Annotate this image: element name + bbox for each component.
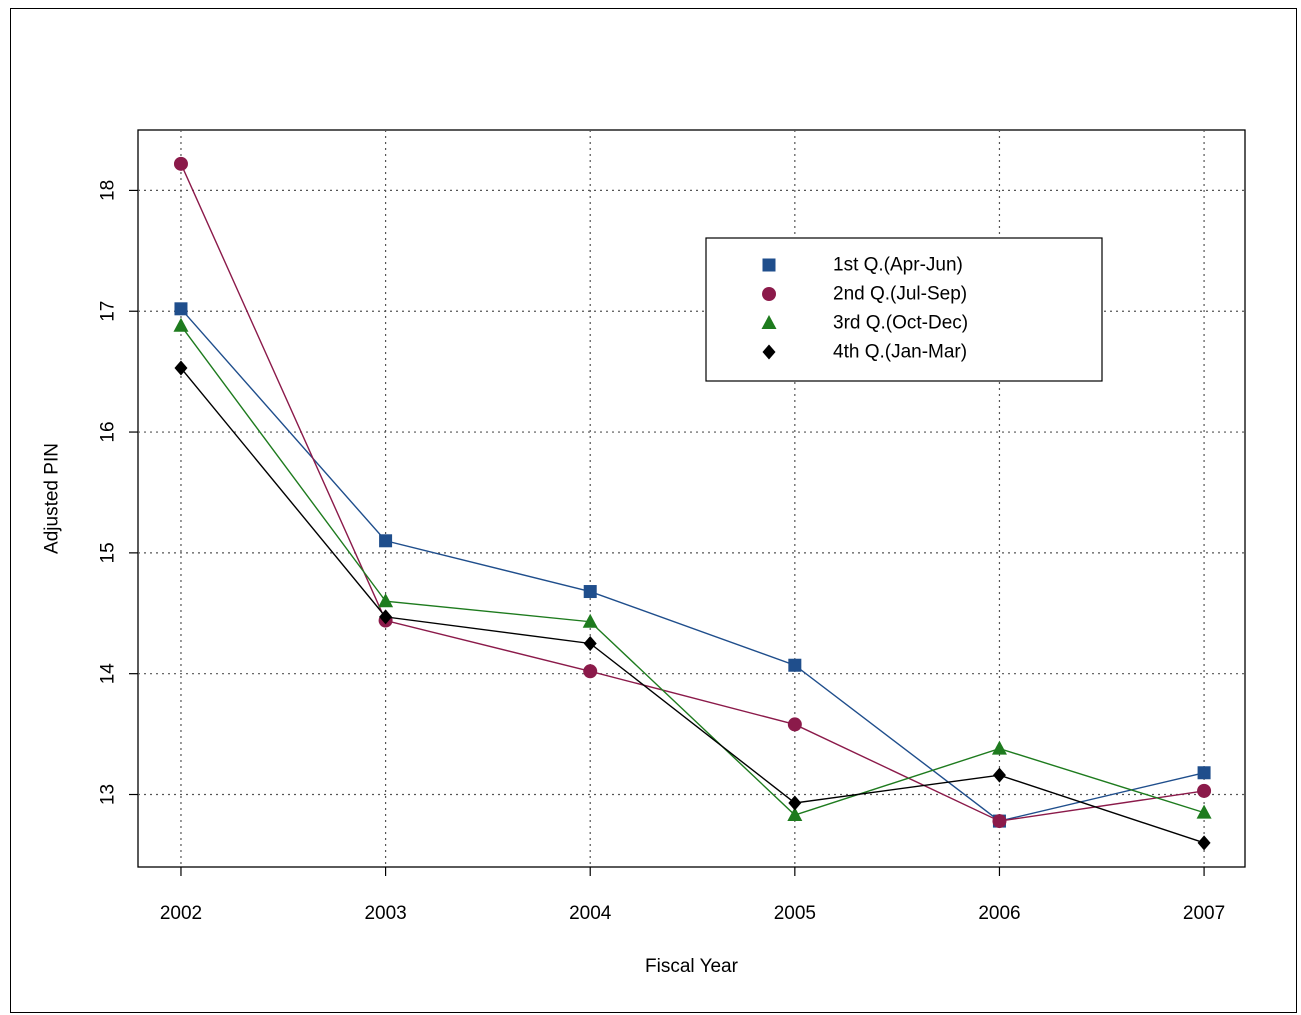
data-point: [174, 360, 188, 376]
legend-item: 3rd Q.(Oct-Dec): [761, 313, 968, 334]
x-tick-label: 2007: [1183, 903, 1225, 924]
data-point: [1197, 783, 1212, 798]
x-tick-label: 2003: [364, 903, 406, 924]
legend-item: 4th Q.(Jan-Mar): [762, 342, 967, 363]
legend-label: 4th Q.(Jan-Mar): [833, 342, 967, 363]
data-point: [992, 767, 1006, 783]
legend-marker: [762, 258, 776, 272]
y-tick-label: 17: [98, 301, 119, 322]
data-point: [1196, 804, 1212, 819]
legend: 1st Q.(Apr-Jun) 2nd Q.(Jul-Sep) 3rd Q.(Oct…: [705, 237, 1103, 382]
data-point: [1197, 835, 1211, 851]
legend-item: 2nd Q.(Jul-Sep): [762, 284, 967, 305]
legend-marker: [762, 344, 776, 360]
grid-lines: [138, 130, 1245, 867]
series-line: [180, 308, 1205, 822]
y-tick-label: 18: [98, 180, 119, 201]
x-tick-label: 2005: [774, 903, 816, 924]
legend-item: 1st Q.(Apr-Jun): [762, 255, 963, 276]
data-point: [173, 317, 189, 332]
data-point: [173, 156, 188, 171]
data-point: [379, 534, 393, 548]
data-point: [378, 593, 394, 608]
x-tick-label: 2004: [569, 903, 612, 924]
data-point: [991, 740, 1007, 755]
series-line: [180, 367, 1205, 844]
axes: 2002 2003 2004 2005 2006 2007 13 14 15 16 17 18: [98, 180, 1226, 924]
x-tick-label: 2006: [978, 903, 1020, 924]
y-tick-label: 14: [98, 663, 119, 685]
data-point: [174, 302, 188, 316]
plot-area: [137, 129, 1246, 868]
data-point: [583, 635, 597, 651]
x-tick-label: 2002: [160, 903, 202, 924]
data-point: [582, 613, 598, 628]
data-point: [787, 717, 802, 732]
series-group: [173, 156, 1212, 851]
legend-marker: [761, 315, 777, 329]
legend-label: 1st Q.(Apr-Jun): [833, 255, 963, 276]
x-axis-title: Fiscal Year: [645, 956, 739, 977]
series-line: [180, 163, 1205, 822]
data-point: [1197, 766, 1211, 780]
y-tick-label: 16: [98, 421, 119, 442]
data-point: [992, 814, 1007, 829]
data-point: [788, 795, 802, 811]
data-point: [787, 807, 803, 822]
chart-frame: [10, 8, 1297, 1013]
y-tick-label: 13: [98, 784, 119, 805]
y-tick-label: 15: [98, 542, 119, 563]
legend-marker: [762, 287, 776, 301]
legend-label: 3rd Q.(Oct-Dec): [833, 313, 968, 334]
legend-label: 2nd Q.(Jul-Sep): [833, 284, 967, 305]
series-1: [174, 302, 1211, 828]
y-axis-title: Adjusted PIN: [42, 443, 63, 554]
data-point: [583, 585, 597, 599]
series-line: [180, 325, 1205, 816]
data-point: [583, 664, 598, 679]
series-3: [173, 317, 1212, 822]
data-point: [379, 609, 393, 625]
series-4: [174, 360, 1211, 851]
data-point: [788, 658, 802, 672]
series-2: [173, 156, 1212, 829]
